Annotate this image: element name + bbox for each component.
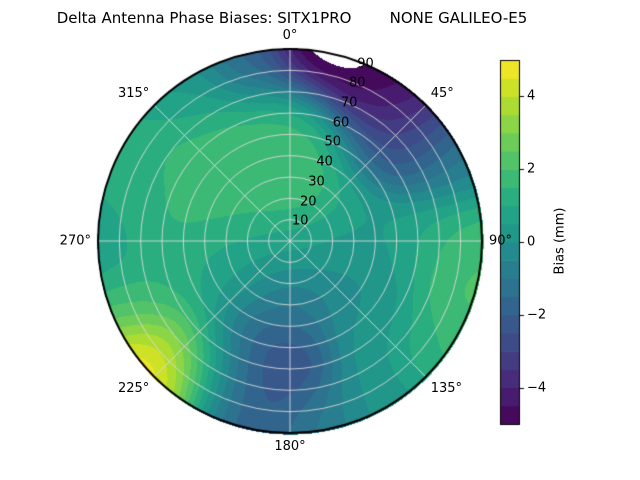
colorbar-axis-label: Bias (mm): [552, 207, 568, 275]
